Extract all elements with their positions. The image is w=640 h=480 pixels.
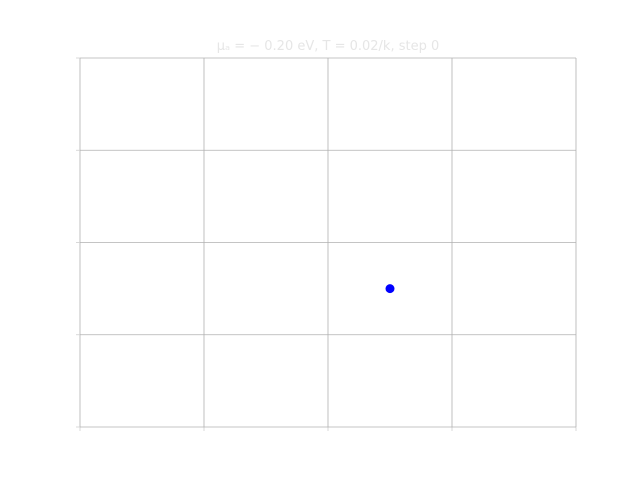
data-point-0-0 bbox=[385, 284, 395, 294]
plot-area bbox=[76, 57, 577, 431]
chart-title: μₐ = − 0.20 eV, T = 0.02/k, step 0 bbox=[217, 39, 440, 54]
